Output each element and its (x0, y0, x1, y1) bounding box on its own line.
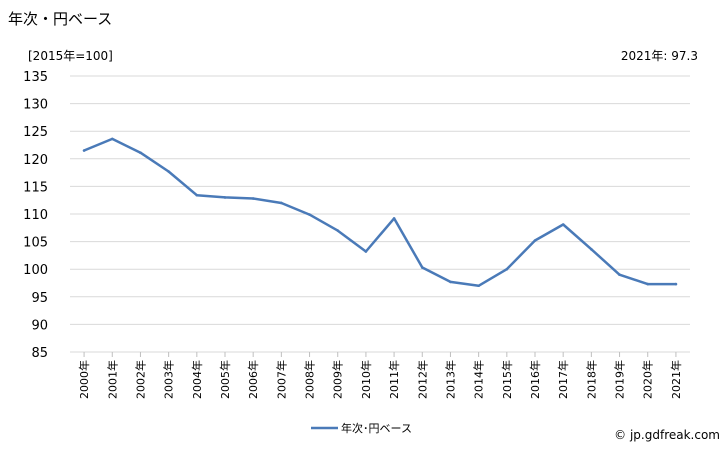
x-tick-label: 2013年 (443, 360, 457, 399)
x-tick-label: 2011年 (387, 360, 401, 399)
x-tick-label: 2012年 (415, 360, 429, 399)
data-point (561, 223, 565, 226)
x-tick-label: 2003年 (162, 360, 176, 399)
unit-label: [2015年=100] (28, 49, 113, 63)
y-tick-label: 125 (23, 125, 48, 140)
x-tick-label: 2005年 (218, 360, 232, 399)
x-tick-label: 2020年 (641, 360, 655, 399)
x-tick-label: 2015年 (500, 360, 514, 399)
data-point (223, 196, 227, 199)
data-point (533, 239, 537, 242)
x-tick-label: 2001年 (105, 360, 119, 399)
y-tick-label: 100 (23, 263, 48, 278)
y-tick-label: 130 (23, 98, 48, 113)
x-tick-label: 2002年 (133, 360, 147, 399)
x-tick-label: 2018年 (584, 360, 598, 399)
y-tick-label: 110 (23, 208, 48, 223)
data-point (139, 151, 142, 155)
data-point (110, 137, 114, 141)
x-tick-label: 2000年 (77, 360, 91, 399)
data-point (646, 282, 650, 286)
x-tick-label: 2004年 (190, 360, 204, 399)
x-tick-label: 2006年 (246, 360, 260, 399)
source-credit: © jp.gdfreak.com (614, 428, 720, 442)
legend-label: 年次･円ベース (341, 421, 412, 435)
x-tick-label: 2009年 (331, 360, 345, 399)
x-tick-label: 2010年 (359, 360, 373, 399)
series-line (82, 137, 678, 288)
x-tick-label: 2019年 (613, 360, 627, 399)
y-tick-label: 105 (23, 236, 48, 251)
data-point (280, 201, 283, 205)
data-point (251, 197, 255, 200)
data-point (82, 149, 86, 152)
y-tick-label: 95 (31, 291, 48, 306)
x-tick-label: 2007年 (274, 360, 288, 399)
data-point (167, 170, 170, 173)
data-point (420, 266, 424, 269)
data-point (674, 282, 678, 286)
x-tick-label: 2021年 (669, 360, 683, 399)
data-point (449, 280, 452, 284)
y-tick-label: 115 (23, 180, 48, 195)
x-tick-label: 2008年 (303, 360, 317, 399)
data-point (477, 284, 480, 288)
x-tick-label: 2014年 (472, 360, 486, 399)
x-tick-label: 2017年 (556, 360, 570, 399)
data-point (336, 229, 340, 232)
chart-title: 年次・円ベース (8, 10, 113, 28)
data-point (364, 250, 368, 253)
data-point (392, 217, 396, 220)
data-point (308, 213, 311, 216)
y-tick-label: 90 (31, 318, 48, 333)
latest-value-label: 2021年: 97.3 (620, 49, 698, 63)
data-point (618, 273, 621, 277)
x-tick-label: 2016年 (528, 360, 542, 399)
y-tick-label: 85 (31, 346, 48, 361)
y-tick-label: 120 (23, 153, 48, 168)
data-point (590, 248, 593, 251)
data-point (195, 193, 199, 197)
y-tick-label: 135 (23, 70, 48, 85)
data-point (505, 267, 509, 271)
